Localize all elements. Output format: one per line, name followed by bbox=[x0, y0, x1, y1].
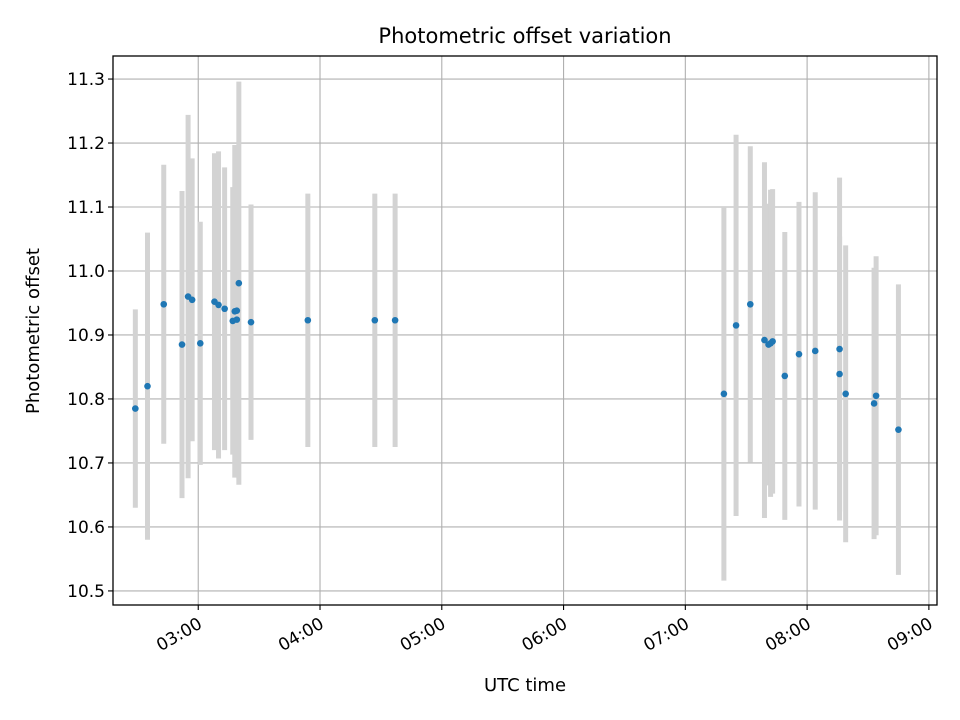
x-axis-label: UTC time bbox=[484, 675, 566, 696]
data-point bbox=[795, 350, 803, 358]
data-point bbox=[247, 318, 255, 326]
data-point bbox=[233, 307, 241, 314]
data-point bbox=[842, 390, 849, 398]
data-point bbox=[781, 372, 789, 380]
data-point bbox=[732, 322, 740, 329]
plot-frame bbox=[112, 55, 938, 606]
y-tick-label: 11.3 bbox=[67, 70, 105, 90]
data-point bbox=[836, 370, 843, 378]
data-point bbox=[144, 382, 151, 390]
data-point bbox=[769, 338, 776, 345]
data-point bbox=[870, 400, 878, 407]
data-point bbox=[836, 345, 843, 353]
y-tick-label: 10.9 bbox=[67, 326, 105, 346]
data-points bbox=[132, 279, 902, 433]
chart-title: Photometric offset variation bbox=[378, 24, 671, 48]
data-point bbox=[160, 300, 168, 308]
data-point bbox=[233, 316, 241, 323]
y-tick-label: 10.6 bbox=[67, 518, 105, 538]
y-tick-label: 11.1 bbox=[67, 198, 105, 218]
data-point bbox=[391, 316, 399, 324]
data-point bbox=[215, 301, 222, 309]
data-point bbox=[895, 426, 902, 433]
data-point bbox=[746, 300, 754, 308]
data-point bbox=[811, 347, 819, 355]
data-point bbox=[235, 279, 243, 287]
y-tick-label: 11.2 bbox=[67, 134, 105, 154]
data-point bbox=[221, 305, 228, 313]
y-tick-label: 10.5 bbox=[67, 582, 105, 602]
y-tick-label: 11.0 bbox=[67, 262, 105, 282]
data-point bbox=[371, 316, 379, 324]
data-point bbox=[132, 405, 139, 412]
y-tick-label: 10.7 bbox=[67, 454, 105, 474]
y-axis-label: Photometric offset bbox=[23, 248, 44, 414]
data-point bbox=[304, 316, 312, 324]
data-point bbox=[188, 296, 196, 304]
y-tick-label: 10.8 bbox=[67, 390, 105, 410]
data-point bbox=[872, 392, 880, 400]
data-point bbox=[720, 390, 728, 398]
data-point bbox=[761, 336, 768, 344]
y-axis-ticks: 10.5 10.6 10.7 10.8 10.9 11.0 11.1 11.2 11.3 bbox=[67, 70, 113, 602]
data-point bbox=[178, 341, 186, 348]
data-point bbox=[196, 339, 204, 347]
